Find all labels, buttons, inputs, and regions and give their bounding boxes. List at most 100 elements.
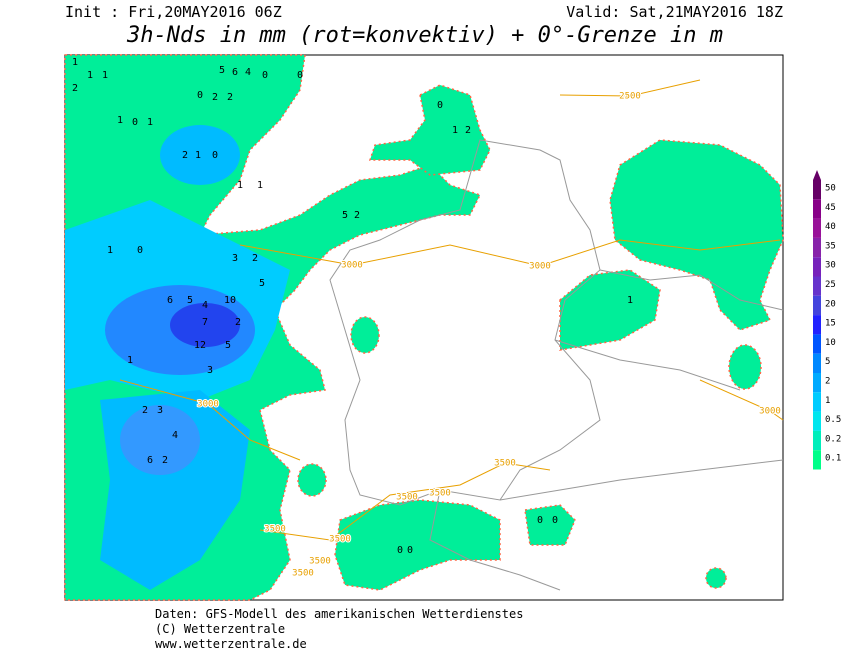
contour-label: 3000 [197,400,219,410]
precip-value: 2 [182,150,188,161]
precip-value: 1 [452,125,458,136]
precip-poland [559,269,661,351]
precip-small-4 [297,463,327,497]
precip-value: 12 [194,340,206,351]
contour-2500 [559,79,701,97]
colorbar-label: 1 [825,396,830,406]
precip-value: 2 [227,92,233,103]
colorbar-swatch [813,450,821,470]
colorbar-label: 50 [825,184,836,194]
colorbar-label: 0.5 [825,415,841,425]
precip-value: 1 [627,295,633,306]
precip-value: 3 [207,365,213,376]
precip-value: 0 [132,117,138,128]
precip-small-2 [728,344,762,390]
colorbar-swatch [813,334,821,354]
precip-1mm-north [160,125,240,185]
border-czech [554,339,741,391]
contour-label: 3000 [529,262,551,272]
precip-value: 5 [225,340,231,351]
precip-value: 0 [537,515,543,526]
precip-value: 6 [147,455,153,466]
colorbar-label: 40 [825,222,836,232]
precip-value: 10 [224,295,236,306]
footer-url: www.wetterzentrale.de [155,637,307,651]
valid-time: Valid: Sat,21MAY2016 18Z [566,3,783,21]
colorbar-swatch [813,180,821,200]
colorbar-label: 10 [825,338,836,348]
contour-label: 3500 [329,535,351,545]
colorbar-swatch [813,257,821,277]
precip-value: 1 [72,57,78,68]
precip-value: 2 [465,125,471,136]
precip-small-3 [350,316,380,354]
precip-value: 2 [72,83,78,94]
precip-value: 3 [157,405,163,416]
freezing-level-contours [119,79,784,541]
colorbar: 50 45 40 35 30 25 20 15 10 5 2 1 0.5 0.2 0.1 [813,170,841,470]
precip-heavy [65,125,290,590]
contour-3000-west [119,379,301,461]
contour-3000-north [239,239,781,267]
colorbar-swatch [813,276,821,296]
border-poland [599,269,784,311]
contour-label: 3500 [396,493,418,503]
precip-east [609,139,784,331]
precip-value: 1 [107,245,113,256]
precip-value: 0 [407,545,413,556]
precip-value: 0 [212,150,218,161]
precip-value: 0 [552,515,558,526]
precip-value: 2 [354,210,360,221]
precip-north [368,84,491,176]
precip-value: 4 [202,300,208,311]
precip-value: 7 [202,317,208,328]
precip-value: 2 [235,317,241,328]
contour-label: 3000 [759,407,781,417]
contour-label: 3500 [264,525,286,535]
precip-value: 5 [219,65,225,76]
precip-value: 1 [237,180,243,191]
precip-alps [334,499,501,591]
colorbar-label: 35 [825,241,836,251]
precip-2mm [120,405,200,475]
precip-value: 0 [437,100,443,111]
contour-label: 3500 [494,459,516,469]
colorbar-swatch [813,430,821,451]
map-title: 3h-Nds in mm (rot=konvektiv) + 0°-Grenze… [126,23,723,48]
contour-label: 3500 [309,557,331,567]
init-time: Init : Fri,20MAY2016 06Z [65,3,282,21]
border-germany [329,139,601,506]
precip-value: 5 [259,278,265,289]
contour-label: 3500 [429,489,451,499]
colorbar-label: 5 [825,357,830,367]
precip-value: 1 [127,355,133,366]
precip-value: 0 [297,70,303,81]
precip-small-5 [705,567,727,589]
contour-label: 3000 [341,261,363,271]
precip-value: 1 [87,70,93,81]
contour-3500 [259,462,551,541]
colorbar-swatch [813,392,821,412]
colorbar-label: 15 [825,319,836,329]
colorbar-swatch [813,218,821,238]
contour-label: 3500 [292,569,314,579]
precip-value: 1 [195,150,201,161]
precip-value: 0 [397,545,403,556]
footer-copyright: (C) Wetterzentrale [155,622,285,636]
colorbar-label: 25 [825,280,836,290]
precip-value: 0 [197,90,203,101]
precip-small-1 [524,504,576,546]
colorbar-swatch [813,353,821,373]
colorbar-label: 0.2 [825,434,841,444]
colorbar-swatch [813,237,821,258]
colorbar-swatch [813,199,821,219]
precip-value: 0 [137,245,143,256]
precip-value: 2 [252,253,258,264]
precip-10mm [170,303,240,347]
precip-value: 1 [117,115,123,126]
precip-value: 4 [245,67,251,78]
colorbar-label: 45 [825,203,836,213]
